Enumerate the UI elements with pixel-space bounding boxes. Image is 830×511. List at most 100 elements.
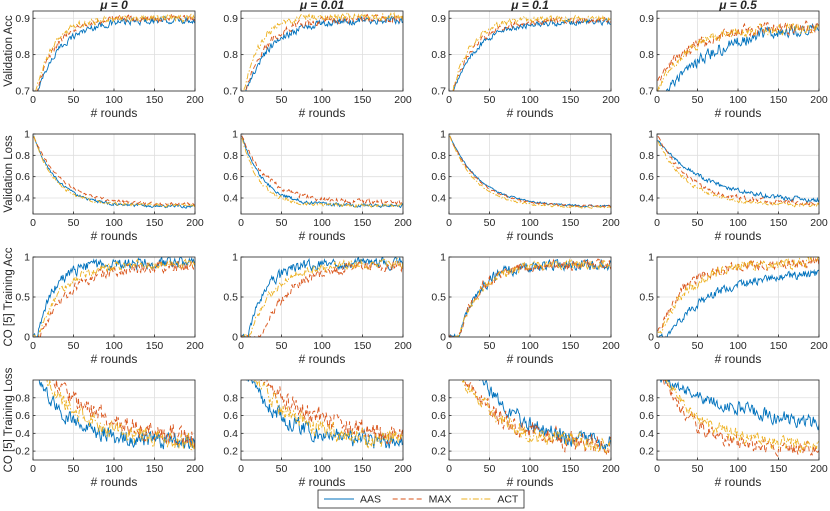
y-tick-label: 0.8: [639, 150, 654, 162]
series-line-aas: [449, 258, 611, 337]
y-tick-label: 1: [440, 129, 446, 141]
series-line-act: [241, 137, 403, 209]
x-tick-label: 100: [105, 463, 123, 475]
legend-label-act: ACT: [497, 494, 519, 506]
x-tick-label: 50: [276, 94, 288, 106]
legend-label-aas: AAS: [360, 494, 381, 506]
x-axis-label: # rounds: [91, 106, 138, 120]
series-line-max: [34, 259, 195, 337]
y-tick-label: 0.5: [223, 292, 238, 304]
x-tick-label: 100: [313, 94, 331, 106]
series-line-aas: [38, 380, 195, 450]
x-tick-label: 150: [770, 463, 788, 475]
series-line-act: [452, 14, 611, 91]
series-line-aas: [449, 135, 611, 208]
y-tick-label: 0.2: [431, 446, 446, 458]
y-tick-label: 0.6: [639, 410, 654, 422]
series-line-act: [657, 22, 819, 91]
y-tick-label: 0.4: [639, 193, 654, 205]
x-tick-label: 100: [313, 217, 331, 229]
subplot: 0 50 100 150 200 0.7 0.8 0.9 # rounds: [15, 10, 204, 120]
subplot: 0 50 100 150 200 0.4 0.6 0.8 1 # rounds: [431, 129, 620, 244]
x-tick-label: 150: [354, 340, 372, 352]
x-tick-label: 200: [186, 217, 204, 229]
x-tick-label: 0: [654, 94, 660, 106]
legend: AAS MAX ACT: [317, 489, 525, 509]
subplot: 0 50 100 150 200 0.2 0.4 0.6 0.8 # rounds: [223, 379, 412, 489]
x-tick-label: 0: [446, 340, 452, 352]
series-line-aas: [245, 14, 403, 91]
series-line-act: [45, 380, 195, 451]
x-tick-label: 0: [446, 463, 452, 475]
y-tick-label: 0.6: [15, 410, 30, 422]
x-axis-label: # rounds: [91, 229, 138, 243]
series-line-act: [33, 135, 195, 208]
x-tick-label: 0: [654, 217, 660, 229]
x-tick-label: 150: [146, 217, 164, 229]
x-tick-label: 150: [562, 463, 580, 475]
y-tick-label: 0.2: [639, 446, 654, 458]
series-line-act: [449, 135, 611, 209]
x-tick-label: 50: [276, 217, 288, 229]
y-tick-label: 0.9: [639, 13, 654, 25]
y-tick-label: 0.7: [223, 86, 238, 98]
x-tick-label: 50: [276, 463, 288, 475]
x-tick-label: 200: [186, 94, 204, 106]
y-tick-label: 0.6: [223, 171, 238, 183]
y-tick-label: 0.6: [223, 410, 238, 422]
y-tick-label: 0.8: [15, 49, 30, 61]
x-tick-label: 150: [562, 340, 580, 352]
y-tick-label: 0.8: [431, 392, 446, 404]
y-tick-label: 0.8: [15, 392, 30, 404]
x-tick-label: 100: [521, 340, 539, 352]
series-line-max: [449, 135, 611, 208]
subplot: 0 50 100 150 200 0.7 0.8 0.9 # rounds: [431, 10, 620, 120]
x-tick-label: 200: [602, 463, 620, 475]
series-line-aas: [241, 135, 403, 209]
series-line-max: [452, 16, 611, 91]
x-tick-label: 200: [394, 340, 412, 352]
y-tick-label: 0.8: [223, 150, 238, 162]
x-axis-label: # rounds: [715, 475, 762, 489]
x-tick-label: 0: [238, 340, 244, 352]
row-y-label: Validation Loss: [3, 135, 15, 212]
subplot: 0 50 100 150 200 0 0.5 1 # rounds: [223, 252, 412, 367]
series-line-act: [254, 380, 403, 449]
x-tick-label: 50: [484, 217, 496, 229]
x-tick-label: 100: [521, 94, 539, 106]
series-line-aas: [479, 380, 611, 450]
y-tick-label: 0: [232, 332, 238, 344]
x-tick-label: 0: [238, 217, 244, 229]
x-tick-label: 150: [562, 94, 580, 106]
x-axis-label: # rounds: [507, 475, 554, 489]
y-tick-label: 0.6: [431, 171, 446, 183]
y-tick-label: 0.8: [639, 49, 654, 61]
y-tick-label: 0.7: [639, 86, 654, 98]
series-line-aas: [659, 380, 819, 431]
x-tick-label: 50: [68, 94, 80, 106]
x-tick-label: 200: [810, 340, 828, 352]
x-tick-label: 100: [105, 340, 123, 352]
series-line-act: [243, 11, 403, 91]
x-tick-label: 0: [446, 94, 452, 106]
x-axis-label: # rounds: [299, 106, 346, 120]
x-tick-label: 200: [394, 463, 412, 475]
series-line-act: [242, 257, 403, 337]
subplot: 0 50 100 150 200 0.2 0.4 0.6 0.8 # rounds: [15, 379, 204, 489]
x-axis-label: # rounds: [507, 352, 554, 366]
y-tick-label: 1: [440, 252, 446, 264]
y-tick-label: 0: [648, 332, 654, 344]
x-tick-label: 50: [692, 94, 704, 106]
x-tick-label: 100: [729, 340, 747, 352]
x-tick-label: 200: [394, 217, 412, 229]
x-tick-label: 150: [770, 94, 788, 106]
x-tick-label: 50: [484, 94, 496, 106]
y-tick-label: 0.7: [431, 86, 446, 98]
x-tick-label: 200: [602, 340, 620, 352]
subplot: 0 50 100 150 200 0.4 0.6 0.8 1 # rounds: [15, 129, 204, 244]
x-tick-label: 200: [810, 463, 828, 475]
x-tick-label: 150: [770, 217, 788, 229]
x-tick-label: 100: [105, 217, 123, 229]
x-axis-label: # rounds: [507, 106, 554, 120]
